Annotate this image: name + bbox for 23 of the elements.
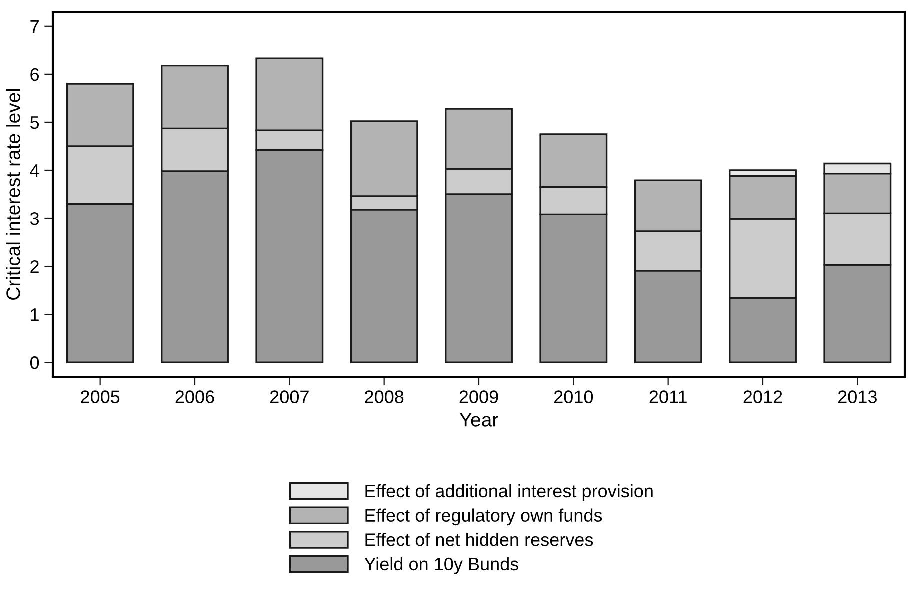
x-tick-label: 2007 [270,390,309,404]
x-tick-label: 2005 [81,390,120,404]
legend-label: Yield on 10y Bunds [364,557,519,574]
y-tick-label: 3 [30,212,40,226]
x-tick-label: 2006 [176,390,214,404]
y-tick-label: 2 [30,260,39,274]
y-tick-label: 4 [30,164,40,178]
x-tick-label: 2010 [554,390,594,404]
legend-label: Effect of additional interest provision [366,484,653,502]
y-tick-label: 7 [30,20,39,33]
y-tick-label: 0 [30,356,40,370]
y-tick-label: 5 [30,116,40,130]
legend-label: Effect of net hidden reserves [366,533,594,546]
legend-label: Effect of regulatory own funds [366,508,602,526]
x-tick-label: 2013 [838,390,877,404]
x-tick-label: 2012 [744,390,782,404]
x-tick-label: 2011 [650,390,687,404]
x-tick-label: 2008 [365,390,404,404]
x-axis-title: Year [460,413,498,427]
x-tick-label: 2009 [460,390,498,404]
y-tick-label: 1 [31,308,39,322]
y-axis-title: Critical interest rate level [6,89,20,300]
y-tick-label: 6 [30,68,40,82]
